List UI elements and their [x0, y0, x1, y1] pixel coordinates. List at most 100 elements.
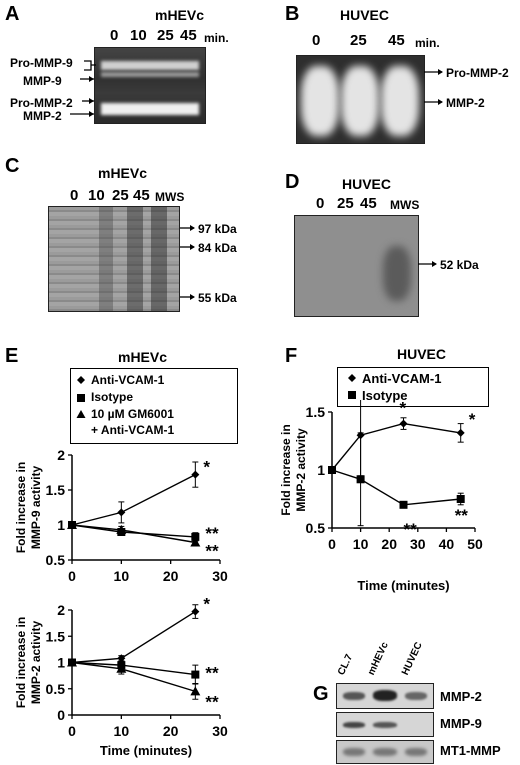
square-marker-icon	[348, 391, 356, 399]
y-axis-label-line: Fold increase in	[14, 462, 28, 553]
significance-marker: **	[205, 692, 219, 711]
data-point	[190, 686, 201, 696]
y-tick-label: 1	[317, 462, 325, 478]
y-tick-label: 0.5	[46, 681, 66, 697]
panel-b-unit: min.	[415, 36, 440, 50]
x-tick-label: 10	[353, 536, 369, 552]
panel-a-label-mmp9: MMP-9	[23, 74, 62, 88]
significance-marker: *	[400, 400, 407, 418]
panel-f-legend: Anti-VCAM-1 Isotype	[337, 367, 489, 407]
panel-c-lane: 10	[88, 187, 105, 204]
significance-marker: *	[469, 410, 476, 429]
panel-g-row-mmp9: MMP-9	[440, 716, 482, 731]
panel-e-legend: Anti-VCAM-1 Isotype 10 µM GM6001 + Anti-…	[70, 368, 238, 444]
y-tick-label: 1.5	[46, 482, 66, 498]
panel-d-lane: 0	[316, 195, 325, 212]
series-line	[331, 469, 461, 506]
panel-b-label-pro-mmp2: Pro-MMP-2	[446, 66, 509, 80]
panel-a-label-pro-mmp2: Pro-MMP-2	[10, 96, 73, 110]
panel-g-blot-mmp2	[336, 683, 434, 709]
panel-e-legend-markers	[76, 376, 86, 418]
panel-a-lane: 45	[180, 27, 197, 44]
legend-entry-gm6001: 10 µM GM6001	[91, 407, 174, 421]
panel-g-label: G	[313, 683, 329, 705]
y-axis-label-line: Fold increase in	[14, 617, 28, 708]
x-tick-label: 0	[68, 568, 76, 584]
x-tick-label: 10	[114, 723, 130, 739]
y-tick-label: 1	[57, 517, 65, 533]
panel-c-marker-97: 97 kDa	[198, 222, 237, 236]
y-axis-label-line: MMP-2 activity	[29, 620, 43, 704]
significance-marker: **	[205, 524, 219, 543]
x-axis-label: Time (minutes)	[357, 578, 449, 593]
y-axis-label: Fold increase inMMP-2 activity	[279, 424, 308, 515]
diamond-marker-icon	[348, 374, 356, 382]
panel-b-arrows	[424, 69, 443, 105]
significance-marker: *	[203, 458, 210, 477]
panel-a-unit: min.	[204, 31, 229, 45]
x-tick-label: 20	[163, 568, 179, 584]
series-line	[331, 422, 461, 471]
x-tick-label: 0	[328, 536, 336, 552]
legend-entry-gm6001-cont: + Anti-VCAM-1	[91, 423, 175, 437]
significance-marker: **	[404, 520, 418, 539]
panel-g-lane-cl7: CL.7	[336, 652, 356, 677]
x-tick-label: 0	[68, 723, 76, 739]
data-point	[456, 495, 465, 503]
panel-f-label: F	[285, 345, 298, 367]
y-axis-label: Fold increase inMMP-9 activity	[14, 462, 43, 553]
panel-a-label-mmp2: MMP-2	[23, 109, 62, 123]
data-point	[356, 475, 365, 484]
significance-marker: *	[203, 595, 210, 614]
panel-g-lane-mhevc: mHEVc	[366, 640, 391, 677]
y-axis-label-line: MMP-2 activity	[294, 428, 308, 512]
significance-marker: **	[455, 506, 469, 525]
y-tick-label: 1.5	[46, 628, 66, 644]
panel-d-gel	[294, 215, 419, 317]
diamond-marker-icon	[77, 376, 85, 384]
panel-a-title: mHEVc	[155, 7, 205, 23]
y-axis-label: Fold increase inMMP-2 activity	[14, 617, 43, 708]
significance-marker: **	[205, 664, 219, 683]
triangle-marker-icon	[76, 410, 86, 418]
data-point	[399, 419, 408, 428]
panel-d-lane: 25	[337, 195, 354, 212]
panel-d-lane-mws: MWS	[390, 198, 420, 212]
data-point	[191, 670, 200, 679]
panel-c-lane: 45	[133, 187, 150, 204]
panel-c-lane-mws: MWS	[155, 190, 185, 204]
data-point	[456, 428, 465, 437]
panel-c-marker-55: 55 kDa	[198, 291, 237, 305]
y-axis-label-line: MMP-9 activity	[29, 465, 43, 549]
panel-b-label-mmp2: MMP-2	[446, 96, 485, 110]
chart-f: 0.5 1 1.5 0 10 20 30 40 50 Fold increase inMMP-2 …	[279, 400, 483, 593]
data-point	[116, 524, 127, 534]
panel-a-lane: 10	[130, 27, 147, 44]
data-point	[117, 654, 126, 663]
legend-entry-anti-vcam1: Anti-VCAM-1	[362, 371, 442, 386]
y-tick-label: 2	[57, 447, 65, 463]
data-point	[67, 520, 77, 529]
panel-e-title: mHEVc	[118, 349, 168, 365]
y-axis-label-line: Fold increase in	[279, 424, 293, 515]
panel-b-lane: 25	[350, 32, 367, 49]
y-tick-label: 0.5	[46, 552, 66, 568]
y-tick-label: 2	[57, 602, 65, 618]
panel-g-blot-mt1mmp	[336, 740, 434, 764]
panel-a-label-pro-mmp9: Pro-MMP-9	[10, 56, 73, 70]
panel-c-arrows	[180, 225, 195, 300]
x-tick-label: 10	[114, 568, 130, 584]
data-point	[191, 470, 200, 479]
panel-c-lane: 0	[70, 187, 79, 204]
panel-g-lane-huvec: HUVEC	[400, 640, 425, 677]
y-tick-label: 1.5	[306, 404, 326, 420]
square-marker-icon	[77, 394, 85, 402]
legend-entry-anti-vcam1: Anti-VCAM-1	[91, 373, 165, 387]
x-tick-label: 30	[212, 723, 228, 739]
panel-d-title: HUVEC	[342, 176, 392, 192]
panel-b-title: HUVEC	[340, 7, 390, 23]
data-point	[399, 500, 408, 509]
panel-d-marker-52: 52 kDa	[440, 258, 479, 272]
panel-b-lane: 45	[388, 32, 405, 49]
panel-g-row-mt1mmp: MT1-MMP	[440, 743, 501, 758]
